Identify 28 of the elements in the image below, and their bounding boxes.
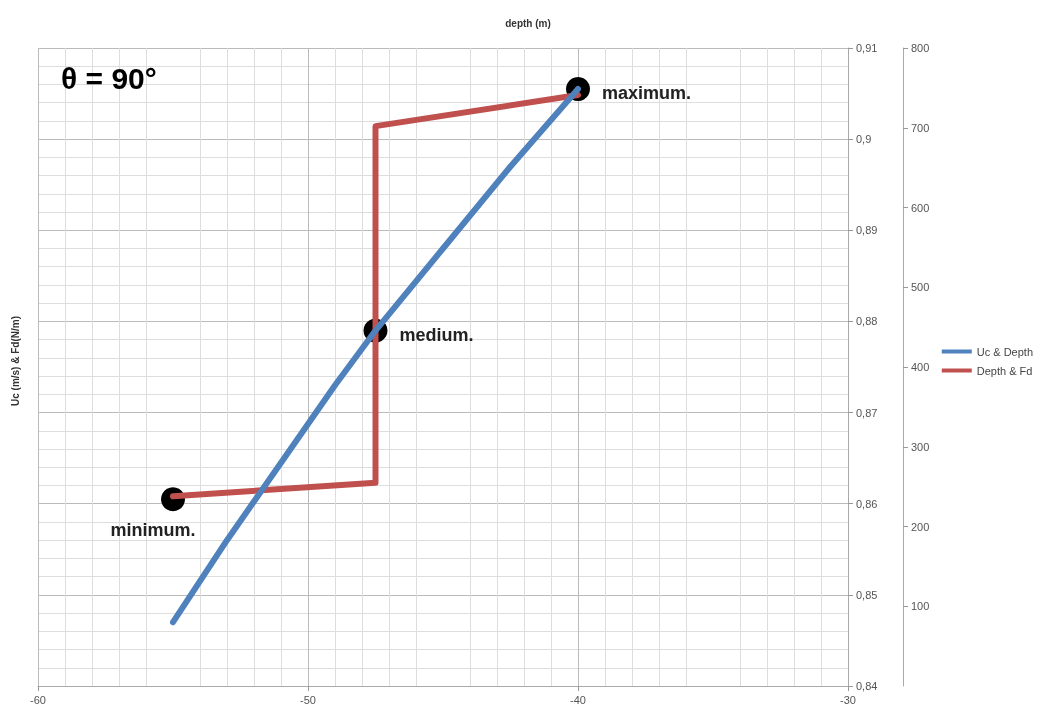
- x-tick-label: -30: [840, 693, 856, 706]
- y2-tick-label: 600: [911, 201, 930, 214]
- chart-title: θ = 90°: [61, 61, 157, 95]
- x-axis-title: depth (m): [505, 17, 551, 29]
- y-tick-label: 0,87: [856, 406, 878, 419]
- y-tick-label: 0,86: [856, 497, 878, 510]
- y2-tick-label: 300: [911, 440, 930, 453]
- y2-tick-label: 800: [911, 42, 930, 54]
- y-axis-title: Uc (m/s) & Fd(N/m): [9, 316, 21, 406]
- legend-label: Depth & Fd: [976, 364, 1033, 377]
- x-tick-label: -40: [570, 693, 586, 706]
- y2-tick-label: 700: [911, 121, 930, 134]
- y2-tick-label: 200: [911, 520, 930, 533]
- y2-tick-label: 400: [911, 361, 930, 373]
- y-tick-label: 0,91: [856, 42, 878, 54]
- annotation: medium.: [399, 324, 474, 345]
- y2-tick-label: 500: [911, 281, 930, 294]
- y-tick-label: 0,88: [856, 315, 878, 328]
- x-tick-label: -50: [300, 693, 316, 706]
- y-tick-label: 0,84: [856, 680, 878, 692]
- y2-tick-label: 100: [911, 600, 930, 613]
- y-tick-label: 0,9: [856, 133, 872, 146]
- annotation: minimum.: [110, 520, 196, 541]
- y-tick-label: 0,89: [856, 224, 878, 237]
- y-tick-label: 0,85: [856, 588, 878, 601]
- legend-label: Uc & Depth: [976, 345, 1033, 358]
- x-tick-label: -60: [30, 693, 46, 706]
- annotation: maximum.: [602, 83, 692, 104]
